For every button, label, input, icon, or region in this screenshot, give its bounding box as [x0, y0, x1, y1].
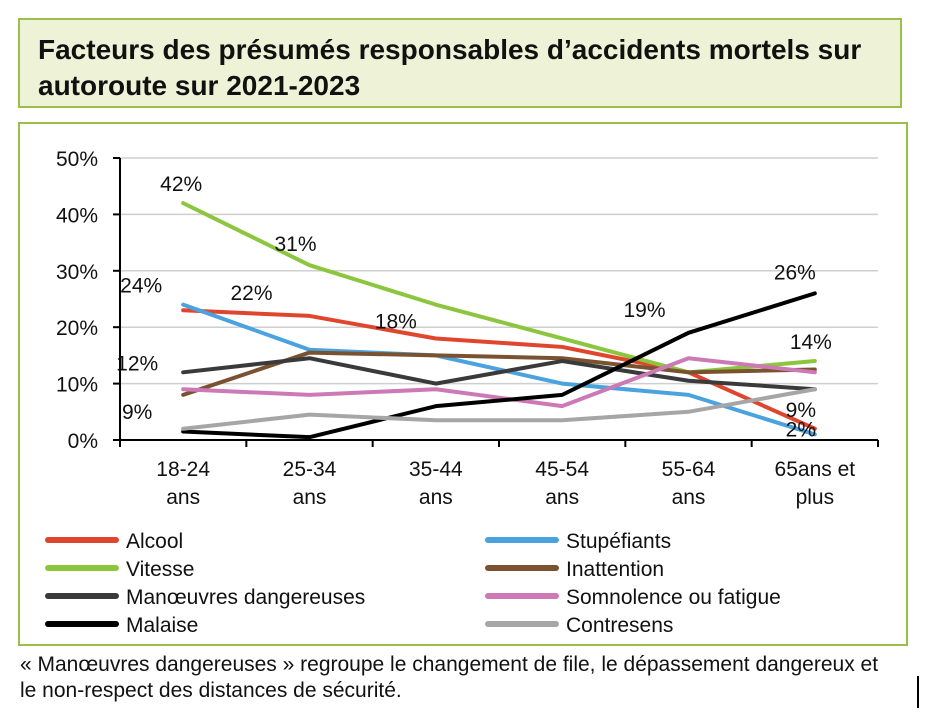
x-tick-label: ans [545, 486, 579, 509]
data-label: 9% [786, 399, 816, 422]
y-tick-label: 0% [68, 430, 98, 453]
x-tick-label: 35-44 [409, 458, 463, 481]
data-label: 18% [375, 310, 417, 333]
x-tick-label: ans [419, 486, 453, 509]
x-tick-label: ans [672, 486, 706, 509]
y-tick-label: 40% [56, 204, 98, 227]
series-line [181, 302, 817, 437]
data-label: 22% [230, 282, 272, 305]
data-label: 19% [623, 299, 665, 322]
data-label: 2% [786, 419, 816, 442]
data-label: 14% [790, 331, 832, 354]
legend-label: Stupéfiants [566, 530, 671, 553]
legend-label: Contresens [566, 614, 673, 637]
data-label: 24% [120, 275, 162, 298]
legend-label: Malaise [126, 614, 198, 637]
legend-label: Inattention [566, 558, 664, 581]
x-tick-label: 65ans et [775, 458, 856, 481]
data-label: 12% [116, 352, 158, 375]
x-tick-label: ans [293, 486, 327, 509]
data-label: 9% [122, 401, 152, 424]
series-line [181, 356, 817, 409]
data-label: 42% [160, 173, 202, 196]
series-line [181, 201, 817, 375]
legend-label: Somnolence ou fatigue [566, 586, 781, 609]
y-tick-label: 20% [56, 317, 98, 340]
x-tick-label: plus [796, 486, 835, 509]
series-line [181, 356, 817, 392]
text-cursor [917, 676, 919, 708]
data-label: 31% [274, 233, 316, 256]
legend-label: Alcool [126, 530, 183, 553]
y-tick-label: 50% [56, 148, 98, 171]
chart-title: Facteurs des présumés responsables d’acc… [38, 34, 862, 101]
x-tick-label: 18-24 [156, 458, 210, 481]
x-tick-label: ans [166, 486, 200, 509]
x-tick-label: 45-54 [535, 458, 589, 481]
title-box: Facteurs des présumés responsables d’acc… [18, 18, 902, 108]
footnote: « Manœuvres dangereuses » regroupe le ch… [20, 653, 879, 702]
data-label: 26% [774, 261, 816, 284]
chart-panel: 0% 10% 20% 30% 40% 50% 18-24 ans 25-34 ans 35-44 an… [18, 122, 908, 646]
series-line [181, 291, 817, 440]
x-tick-label: 25-34 [283, 458, 337, 481]
legend-label: Manœuvres dangereuses [126, 586, 365, 609]
y-tick-label: 10% [56, 374, 98, 397]
y-tick-label: 30% [56, 261, 98, 284]
series-line [181, 387, 817, 431]
x-tick-label: 55-64 [662, 458, 716, 481]
line-chart: 0% 10% 20% 30% 40% 50% 18-24 ans 25-34 ans 35-44 an… [45, 148, 879, 637]
legend-label: Vitesse [126, 558, 195, 581]
